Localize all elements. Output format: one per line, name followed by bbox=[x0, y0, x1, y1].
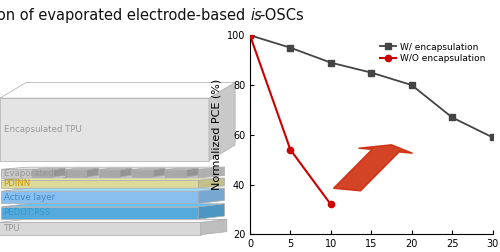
Line: W/ encapsulation: W/ encapsulation bbox=[247, 32, 496, 140]
W/ encapsulation bbox=[368, 71, 374, 74]
Polygon shape bbox=[198, 204, 224, 219]
Y-axis label: Normalized PCE (%): Normalized PCE (%) bbox=[211, 79, 221, 191]
Text: is: is bbox=[250, 8, 262, 23]
Polygon shape bbox=[54, 168, 65, 177]
Text: Evaporated Ag: Evaporated Ag bbox=[4, 169, 68, 178]
Polygon shape bbox=[1, 178, 224, 180]
Polygon shape bbox=[0, 223, 200, 235]
Polygon shape bbox=[0, 98, 209, 161]
Polygon shape bbox=[186, 168, 198, 177]
Legend: W/ encapsulation, W/O encapsulation: W/ encapsulation, W/O encapsulation bbox=[378, 40, 488, 66]
FancyArrow shape bbox=[334, 145, 412, 191]
Polygon shape bbox=[1, 188, 224, 191]
Text: Active layer: Active layer bbox=[4, 193, 54, 202]
Text: TPU: TPU bbox=[4, 224, 20, 233]
Line: W/O encapsulation: W/O encapsulation bbox=[247, 32, 334, 208]
Polygon shape bbox=[209, 82, 235, 161]
Polygon shape bbox=[32, 168, 65, 170]
Polygon shape bbox=[98, 168, 132, 170]
Polygon shape bbox=[0, 82, 235, 98]
W/ encapsulation bbox=[247, 34, 253, 37]
Polygon shape bbox=[153, 168, 165, 177]
Text: PDINN: PDINN bbox=[4, 179, 31, 188]
W/O encapsulation bbox=[288, 148, 294, 151]
W/ encapsulation bbox=[408, 83, 414, 86]
Text: Encapsulated TPU: Encapsulated TPU bbox=[4, 125, 82, 134]
Polygon shape bbox=[132, 170, 153, 177]
Polygon shape bbox=[198, 167, 224, 178]
Polygon shape bbox=[1, 167, 224, 169]
Polygon shape bbox=[165, 168, 198, 170]
W/O encapsulation bbox=[247, 34, 253, 37]
W/ encapsulation bbox=[449, 116, 455, 119]
Polygon shape bbox=[66, 168, 98, 170]
W/ encapsulation bbox=[328, 61, 334, 64]
W/ encapsulation bbox=[288, 46, 294, 49]
Text: PEDOT:PSS: PEDOT:PSS bbox=[4, 208, 51, 217]
Text: -OSCs: -OSCs bbox=[259, 8, 304, 23]
Polygon shape bbox=[32, 170, 54, 177]
Polygon shape bbox=[198, 188, 224, 204]
Polygon shape bbox=[165, 170, 186, 177]
Polygon shape bbox=[66, 170, 86, 177]
Polygon shape bbox=[1, 169, 198, 178]
Polygon shape bbox=[0, 219, 227, 223]
W/O encapsulation bbox=[328, 203, 334, 206]
Polygon shape bbox=[1, 204, 224, 207]
Polygon shape bbox=[98, 170, 120, 177]
Text: Encapsulation of evaporated electrode-based: Encapsulation of evaporated electrode-ba… bbox=[0, 8, 250, 23]
Polygon shape bbox=[1, 180, 198, 188]
Polygon shape bbox=[86, 168, 99, 177]
Polygon shape bbox=[200, 219, 227, 235]
Polygon shape bbox=[1, 191, 198, 204]
Polygon shape bbox=[198, 178, 224, 188]
Polygon shape bbox=[1, 207, 198, 219]
Polygon shape bbox=[120, 168, 132, 177]
W/ encapsulation bbox=[490, 136, 496, 139]
Polygon shape bbox=[132, 168, 165, 170]
